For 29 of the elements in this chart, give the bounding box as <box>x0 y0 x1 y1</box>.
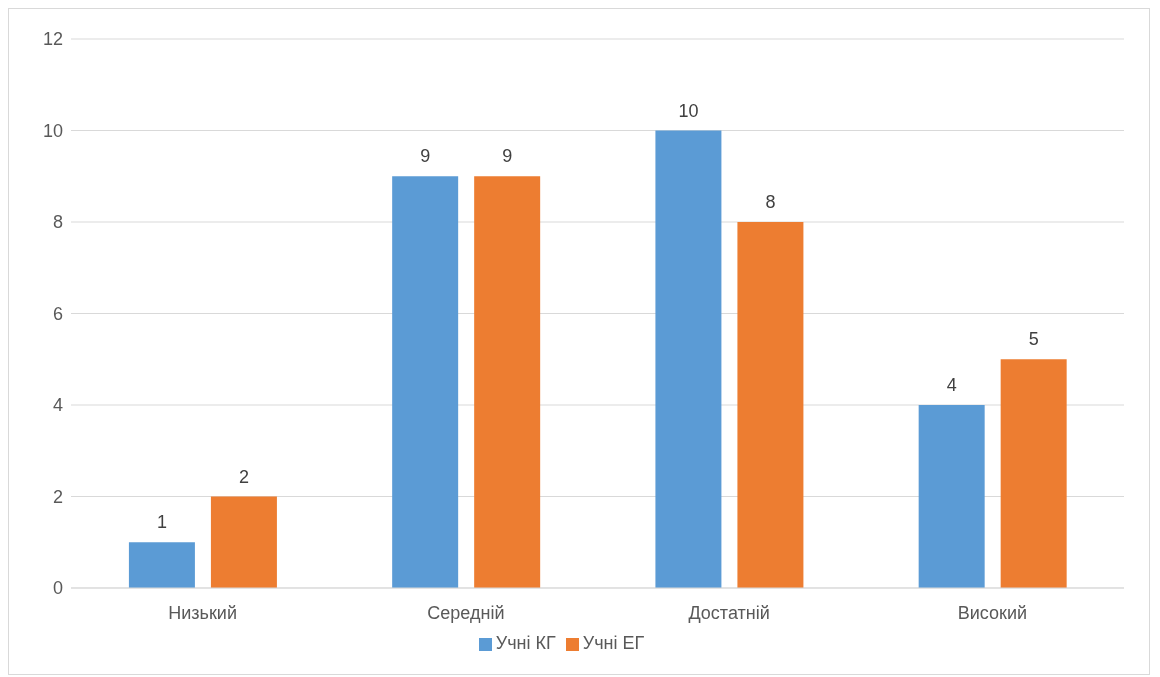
bar <box>655 130 722 588</box>
y-tick-label: 0 <box>52 578 63 599</box>
bar <box>1000 359 1067 588</box>
x-tick-label: Середній <box>427 602 505 623</box>
y-tick-label: 4 <box>52 395 63 416</box>
y-tick-label: 10 <box>42 120 63 141</box>
y-tick-label: 8 <box>52 212 63 233</box>
x-tick-label: Високий <box>957 602 1028 623</box>
data-label: 10 <box>678 100 699 121</box>
bar <box>474 176 541 588</box>
data-label: 5 <box>1028 329 1039 350</box>
data-label: 9 <box>502 146 513 167</box>
data-label: 2 <box>238 466 249 487</box>
data-label: 9 <box>420 146 431 167</box>
bar <box>737 222 804 588</box>
legend-label: Учні ЕГ <box>582 633 645 653</box>
bar <box>918 405 985 588</box>
data-label: 8 <box>765 192 776 212</box>
bar <box>128 542 195 588</box>
bar <box>210 496 277 588</box>
legend-label: Учні КГ <box>495 633 556 653</box>
x-tick-label: Достатній <box>688 602 770 623</box>
y-tick-label: 12 <box>42 29 63 50</box>
y-tick-label: 2 <box>52 486 63 507</box>
data-label: 4 <box>946 375 957 395</box>
data-label: 1 <box>156 512 167 533</box>
x-tick-label: Низький <box>168 602 237 623</box>
y-tick-label: 6 <box>52 303 63 324</box>
bar <box>392 176 459 588</box>
